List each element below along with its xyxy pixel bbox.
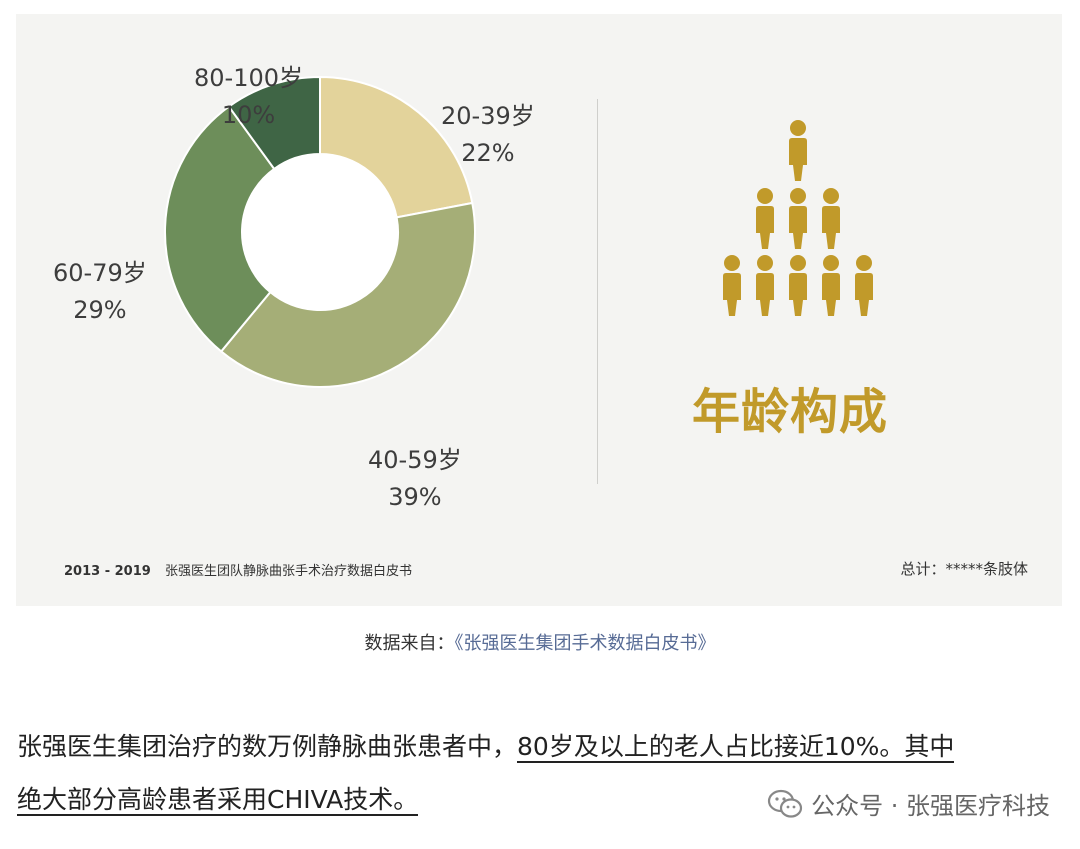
person-icon <box>855 255 873 316</box>
label-60-79-value: 29% <box>73 296 127 324</box>
donut-hole <box>242 154 398 310</box>
label-60-79-category: 60-79岁 <box>53 259 147 287</box>
body-paragraph: 张强医生集团治疗的数万例静脉曲张患者中，80岁及以上的老人占比接近10%。其中 … <box>17 720 1067 826</box>
person-icon <box>723 255 741 316</box>
label-80-100: 80-100岁 10% <box>194 60 303 134</box>
donut-chart <box>164 75 476 388</box>
person-icon <box>756 188 774 249</box>
label-60-79: 60-79岁 29% <box>53 255 147 329</box>
paragraph-highlight-1: 80岁及以上的老人占比接近10%。其中 <box>517 732 955 763</box>
wechat-icon <box>768 789 803 818</box>
label-80-100-category: 80-100岁 <box>194 64 304 92</box>
person-icon <box>789 120 807 181</box>
divider <box>597 99 598 484</box>
label-20-39-value: 22% <box>461 139 515 167</box>
label-40-59-category: 40-59岁 <box>368 446 462 474</box>
person-icon <box>756 255 774 316</box>
person-icon <box>822 188 840 249</box>
watermark: 公众号 · 张强医疗科技 <box>767 786 1050 821</box>
label-40-59: 40-59岁 39% <box>368 442 462 516</box>
source-prefix: 数据来自： <box>364 633 455 654</box>
person-icon <box>789 188 807 249</box>
footer-source-text: 张强医生团队静脉曲张手术治疗数据白皮书 <box>164 564 412 579</box>
infographic: 20-39岁 22% 40-59岁 39% 60-79岁 29% 80-100岁… <box>16 14 1062 606</box>
label-20-39: 20-39岁 22% <box>441 98 535 172</box>
people-pyramid-icon <box>723 120 873 316</box>
person-icon <box>789 255 807 316</box>
label-40-59-value: 39% <box>388 483 442 511</box>
footer-total: 总计：*****条肢体 <box>900 560 1028 578</box>
watermark-text: 公众号 · 张强医疗科技 <box>811 792 1050 820</box>
source-caption: 数据来自：《张强医生集团手术数据白皮书》 <box>0 629 1080 655</box>
footer-source: 2013 - 2019 张强医生团队静脉曲张手术治疗数据白皮书 <box>64 560 412 579</box>
footer-years: 2013 - 2019 <box>64 564 151 579</box>
person-icon <box>822 255 840 316</box>
source-link[interactable]: 《张强医生集团手术数据白皮书》 <box>454 633 716 654</box>
label-80-100-value: 10% <box>221 101 276 129</box>
paragraph-highlight-2: 绝大部分高龄患者采用CHIVA技术。 <box>17 785 419 816</box>
paragraph-text: 张强医生集团治疗的数万例静脉曲张患者中， <box>17 732 518 761</box>
chart-title: 年龄构成 <box>692 384 889 440</box>
label-20-39-category: 20-39岁 <box>441 102 535 130</box>
